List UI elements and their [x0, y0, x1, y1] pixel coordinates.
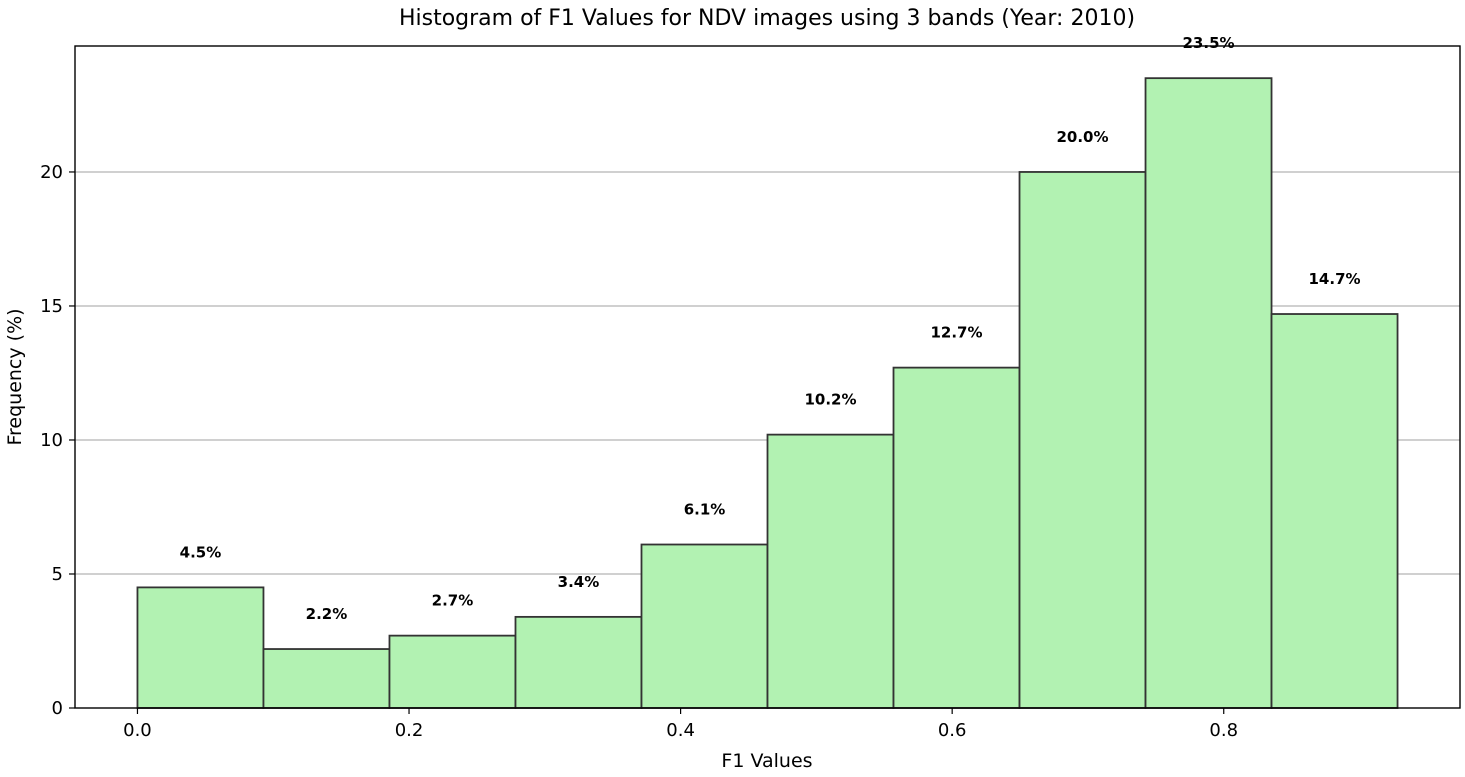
y-tick-label-0: 0 [52, 698, 63, 719]
chart-title: Histogram of F1 Values for NDV images us… [399, 6, 1135, 31]
bar-8 [1144, 77, 1273, 709]
bar-7 [1018, 171, 1147, 709]
x-tick-label-1: 0.2 [395, 720, 424, 741]
bar-label-1: 2.2% [306, 605, 348, 623]
y-tick-label-2: 10 [40, 430, 63, 451]
x-axis-label: F1 Values [721, 750, 812, 772]
y-axis-label: Frequency (%) [4, 308, 26, 445]
bars [136, 77, 1399, 709]
bar-6 [892, 366, 1021, 709]
bar-4 [640, 543, 769, 709]
bar-5 [766, 433, 895, 709]
bar-label-9: 14.7% [1309, 270, 1361, 288]
plot-frame [74, 45, 1461, 709]
x-tick-label-2: 0.4 [666, 720, 695, 741]
bar-label-5: 10.2% [804, 391, 856, 409]
x-tick-label-3: 0.6 [938, 720, 967, 741]
y-tick-label-1: 5 [52, 564, 63, 585]
x-tick-label-4: 0.8 [1209, 720, 1238, 741]
bar-label-8: 23.5% [1183, 34, 1235, 52]
bar-9 [1270, 313, 1399, 709]
y-axis-ticks: 0 5 10 15 20 [40, 162, 75, 719]
x-tick-label-0: 0.0 [123, 720, 152, 741]
y-tick-label-4: 20 [40, 162, 63, 183]
x-axis-ticks: 0.0 0.2 0.4 0.6 0.8 [123, 708, 1238, 741]
bar-label-3: 3.4% [558, 573, 600, 591]
bar-2 [388, 634, 517, 709]
bar-label-2: 2.7% [432, 592, 474, 610]
bar-value-labels: 4.5% 2.2% 2.7% 3.4% 6.1% 10.2% 12.7% 20.0% 23.5%… [180, 34, 1361, 623]
bar-label-0: 4.5% [180, 543, 222, 561]
bar-1 [262, 648, 391, 709]
bar-label-6: 12.7% [930, 324, 982, 342]
y-tick-label-3: 15 [40, 296, 63, 317]
bar-label-7: 20.0% [1056, 128, 1108, 146]
bar-0 [136, 586, 265, 709]
bar-label-4: 6.1% [684, 501, 726, 519]
bar-3 [514, 615, 643, 709]
